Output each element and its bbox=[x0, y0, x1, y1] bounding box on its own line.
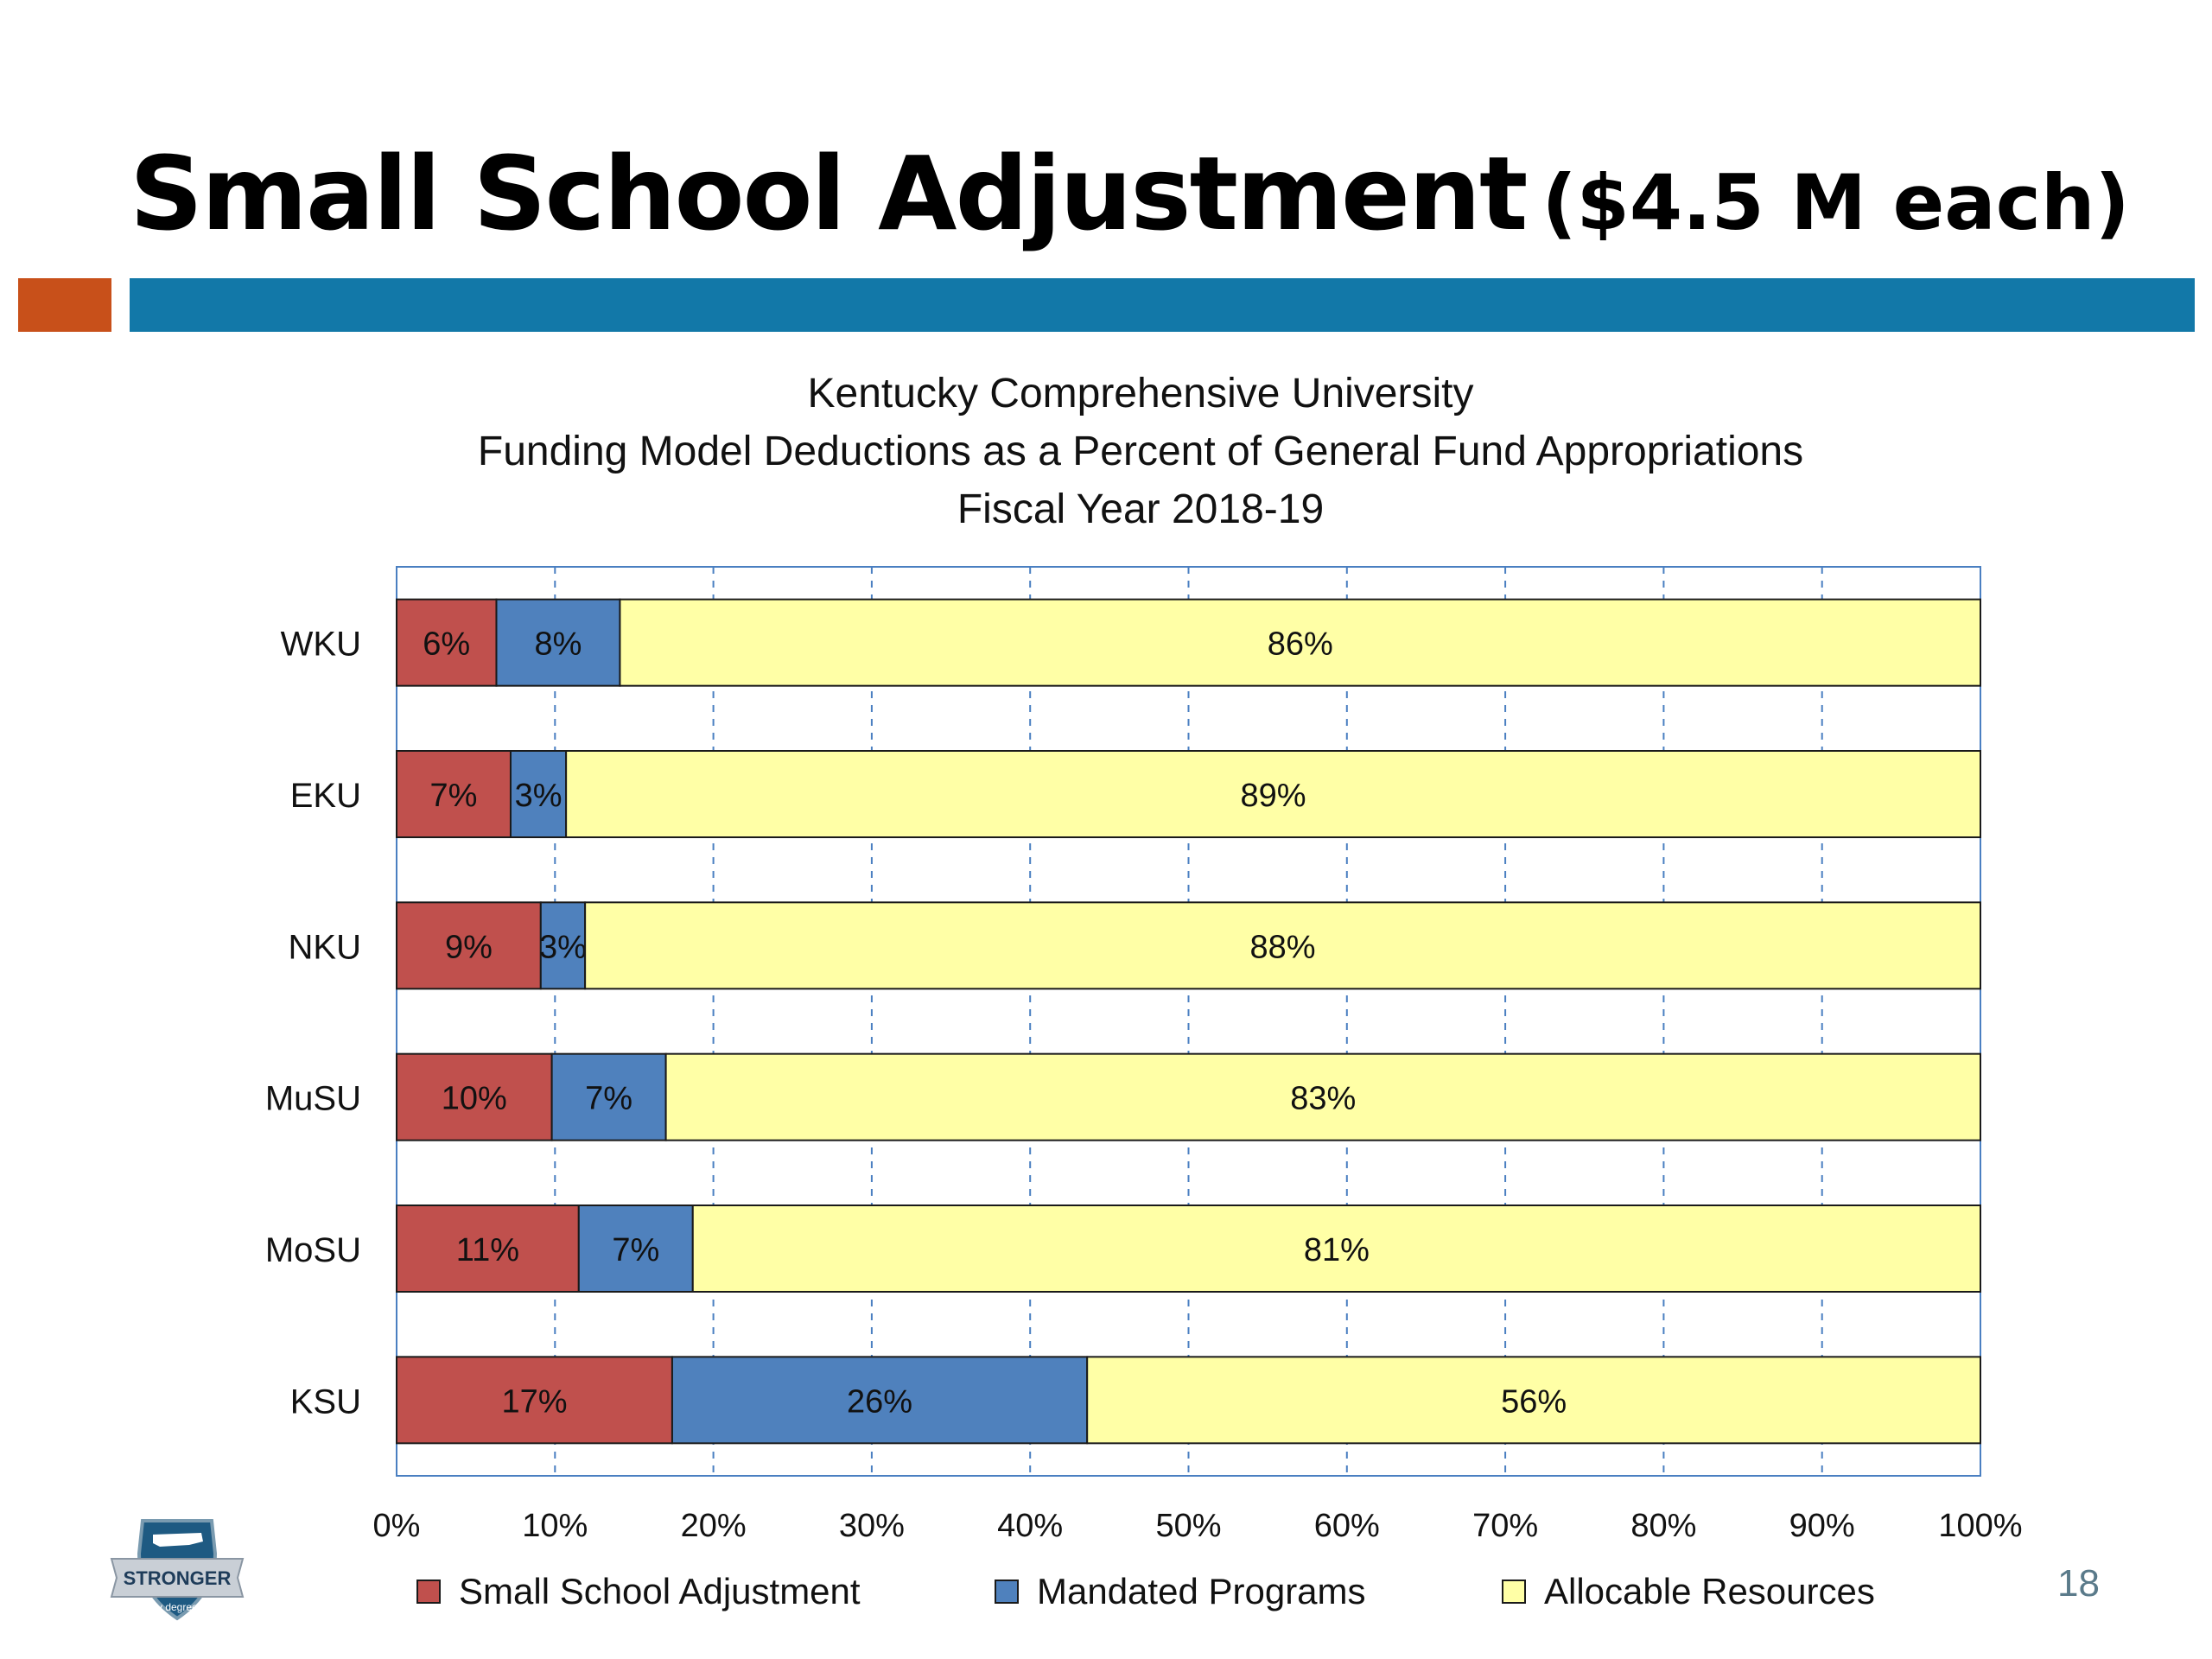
page-number: 18 bbox=[2057, 1562, 2100, 1605]
bar-segment bbox=[550, 1052, 667, 1141]
bar-segment bbox=[664, 1052, 1981, 1141]
slide-title-main: Small School Adjustment bbox=[130, 134, 1528, 253]
legend-label: Allocable Resources bbox=[1544, 1571, 1875, 1611]
bar-segment bbox=[577, 1205, 694, 1293]
data-label: 89% bbox=[1241, 778, 1306, 814]
data-label: 7% bbox=[585, 1081, 632, 1117]
bar-segment bbox=[509, 750, 568, 838]
bar-segment bbox=[396, 1356, 673, 1445]
data-label: 17% bbox=[501, 1383, 567, 1420]
stronger-by-degrees-logo: STRONGER by degrees bbox=[108, 1510, 246, 1623]
legend-label: Small School Adjustment bbox=[459, 1571, 861, 1611]
data-label: 9% bbox=[445, 929, 493, 965]
accent-square bbox=[18, 278, 111, 332]
data-label: 10% bbox=[442, 1081, 507, 1117]
accent-bar bbox=[130, 278, 2195, 332]
data-label: 86% bbox=[1268, 626, 1333, 663]
category-label: KSU bbox=[290, 1382, 361, 1421]
category-label: MoSU bbox=[265, 1231, 361, 1269]
data-label: 26% bbox=[847, 1383, 912, 1420]
category-label: NKU bbox=[289, 928, 361, 966]
data-label: 56% bbox=[1501, 1383, 1567, 1420]
data-label: 8% bbox=[535, 626, 582, 663]
data-label: 81% bbox=[1304, 1232, 1370, 1268]
data-label: 3% bbox=[539, 929, 587, 965]
x-tick-label: 10% bbox=[522, 1508, 588, 1544]
bar-segment bbox=[1086, 1356, 1981, 1445]
x-tick-label: 60% bbox=[1314, 1508, 1380, 1544]
logo-text-bottom: by degrees bbox=[151, 1601, 202, 1613]
legend-swatch bbox=[1502, 1580, 1526, 1604]
category-label: EKU bbox=[290, 777, 361, 815]
bar-segment bbox=[396, 1052, 553, 1141]
legend-swatch bbox=[995, 1580, 1019, 1604]
slide-title: Small School Adjustment ($4.5 M each) bbox=[130, 143, 2130, 245]
bar-segment bbox=[565, 750, 1981, 838]
legend-swatch bbox=[416, 1580, 441, 1604]
data-label: 88% bbox=[1250, 929, 1316, 965]
category-label: WKU bbox=[281, 626, 361, 664]
kentucky-shield-logo-icon: STRONGER by degrees bbox=[110, 1519, 245, 1621]
bar-segment bbox=[671, 1356, 1089, 1445]
x-tick-label: 50% bbox=[1155, 1508, 1221, 1544]
bar-segment bbox=[396, 750, 512, 838]
category-label: MuSU bbox=[265, 1080, 361, 1118]
data-label: 7% bbox=[612, 1232, 659, 1268]
x-tick-label: 70% bbox=[1472, 1508, 1538, 1544]
x-tick-label: 100% bbox=[1938, 1508, 2022, 1544]
chart-title-line-2: Funding Model Deductions as a Percent of… bbox=[477, 429, 1804, 474]
chart-title-line-3: Fiscal Year 2018-19 bbox=[957, 486, 1325, 532]
bar-segment bbox=[691, 1205, 1981, 1293]
logo-text-top: STRONGER bbox=[124, 1567, 232, 1589]
data-label: 6% bbox=[423, 626, 470, 663]
data-label: 3% bbox=[515, 778, 563, 814]
x-tick-label: 0% bbox=[373, 1508, 421, 1544]
bar-segment bbox=[539, 901, 587, 990]
chart-title-line-1: Kentucky Comprehensive University bbox=[807, 371, 1474, 416]
x-tick-label: 30% bbox=[839, 1508, 905, 1544]
plot-area bbox=[396, 566, 1981, 1477]
bar-segment bbox=[584, 901, 1982, 990]
bar-segment bbox=[396, 1205, 580, 1293]
x-tick-label: 80% bbox=[1630, 1508, 1696, 1544]
slide-title-sub: ($4.5 M each) bbox=[1541, 158, 2130, 247]
data-label: 7% bbox=[430, 778, 478, 814]
data-label: 11% bbox=[456, 1232, 519, 1268]
data-label: 83% bbox=[1290, 1081, 1356, 1117]
x-tick-label: 20% bbox=[681, 1508, 747, 1544]
x-tick-label: 40% bbox=[997, 1508, 1063, 1544]
bar-segment bbox=[619, 598, 1981, 687]
legend-label: Mandated Programs bbox=[1037, 1571, 1366, 1611]
x-tick-label: 90% bbox=[1789, 1508, 1855, 1544]
